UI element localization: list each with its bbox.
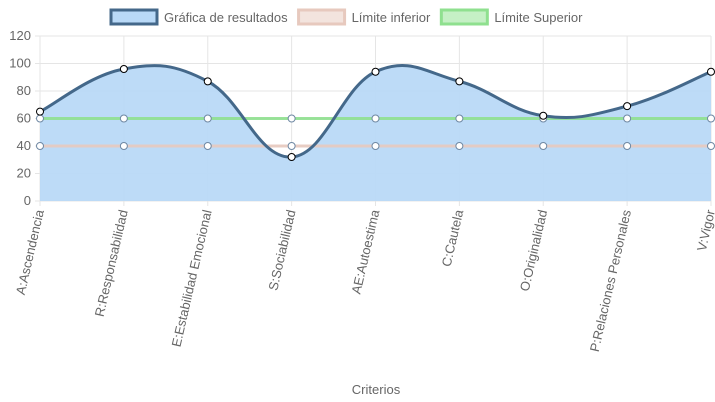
y-tick-label: 100 xyxy=(9,56,31,71)
x-tick-label: A:Ascendencia xyxy=(13,208,47,297)
series-areas xyxy=(40,65,711,202)
data-point[interactable] xyxy=(539,111,548,120)
data-point[interactable] xyxy=(455,142,464,150)
x-axis-title: Criterios xyxy=(352,382,401,397)
x-tick-label: E:Estabilidad Emocional xyxy=(169,208,215,348)
data-point[interactable] xyxy=(623,102,632,111)
data-point[interactable] xyxy=(203,142,212,150)
data-point[interactable] xyxy=(287,114,296,123)
x-tick-label: V:Vigor xyxy=(694,208,715,253)
series-line xyxy=(39,63,712,159)
data-point[interactable] xyxy=(36,142,44,150)
legend-label[interactable]: Límite inferior xyxy=(352,10,431,25)
x-tick-label: R:Responsabilidad xyxy=(92,208,131,318)
legend: Gráfica de resultados Límite inferior Lími… xyxy=(109,8,583,26)
y-tick-label: 120 xyxy=(9,28,31,43)
data-point[interactable] xyxy=(455,114,464,123)
data-point[interactable] xyxy=(287,153,296,161)
y-tick-label: 0 xyxy=(24,193,31,208)
series-points xyxy=(36,65,715,161)
data-point[interactable] xyxy=(36,107,44,116)
y-axis-ticks: 0 20 40 60 80 100 120 xyxy=(9,28,31,208)
data-point[interactable] xyxy=(119,142,128,150)
x-axis-ticks: A:Ascendencia R:Responsabilidad E:Estabili… xyxy=(13,208,715,354)
x-tick-label: P:Relaciones Personales xyxy=(587,208,634,353)
x-tick-label: O:Originalidad xyxy=(517,208,550,292)
legend-swatch[interactable] xyxy=(297,8,347,26)
series-area xyxy=(40,65,711,202)
y-tick-label: 40 xyxy=(17,138,31,153)
data-point[interactable] xyxy=(707,67,715,76)
data-point[interactable] xyxy=(203,77,212,86)
legend-label[interactable]: Gráfica de resultados xyxy=(164,10,288,25)
legend-swatch[interactable] xyxy=(439,8,489,26)
data-point[interactable] xyxy=(707,114,715,123)
data-point[interactable] xyxy=(371,142,380,150)
y-tick-label: 60 xyxy=(17,111,31,126)
data-point[interactable] xyxy=(36,114,44,123)
data-point[interactable] xyxy=(371,114,380,123)
legend-label[interactable]: Límite Superior xyxy=(494,10,583,25)
legend-swatch[interactable] xyxy=(109,8,159,26)
data-point[interactable] xyxy=(455,77,464,86)
x-tick-label: AE:Autoestima xyxy=(348,208,382,296)
data-point[interactable] xyxy=(371,67,380,76)
data-point[interactable] xyxy=(623,114,632,123)
data-point[interactable] xyxy=(539,142,548,150)
x-tick-label: C:Cautela xyxy=(439,208,467,268)
y-tick-label: 20 xyxy=(17,166,31,181)
y-tick-label: 80 xyxy=(17,83,31,98)
data-point[interactable] xyxy=(707,142,715,150)
data-point[interactable] xyxy=(287,142,296,150)
data-point[interactable] xyxy=(623,142,632,150)
data-point[interactable] xyxy=(119,114,128,123)
data-point[interactable] xyxy=(119,65,128,73)
x-tick-label: S:Sociabilidad xyxy=(265,208,298,292)
data-point[interactable] xyxy=(203,114,212,123)
